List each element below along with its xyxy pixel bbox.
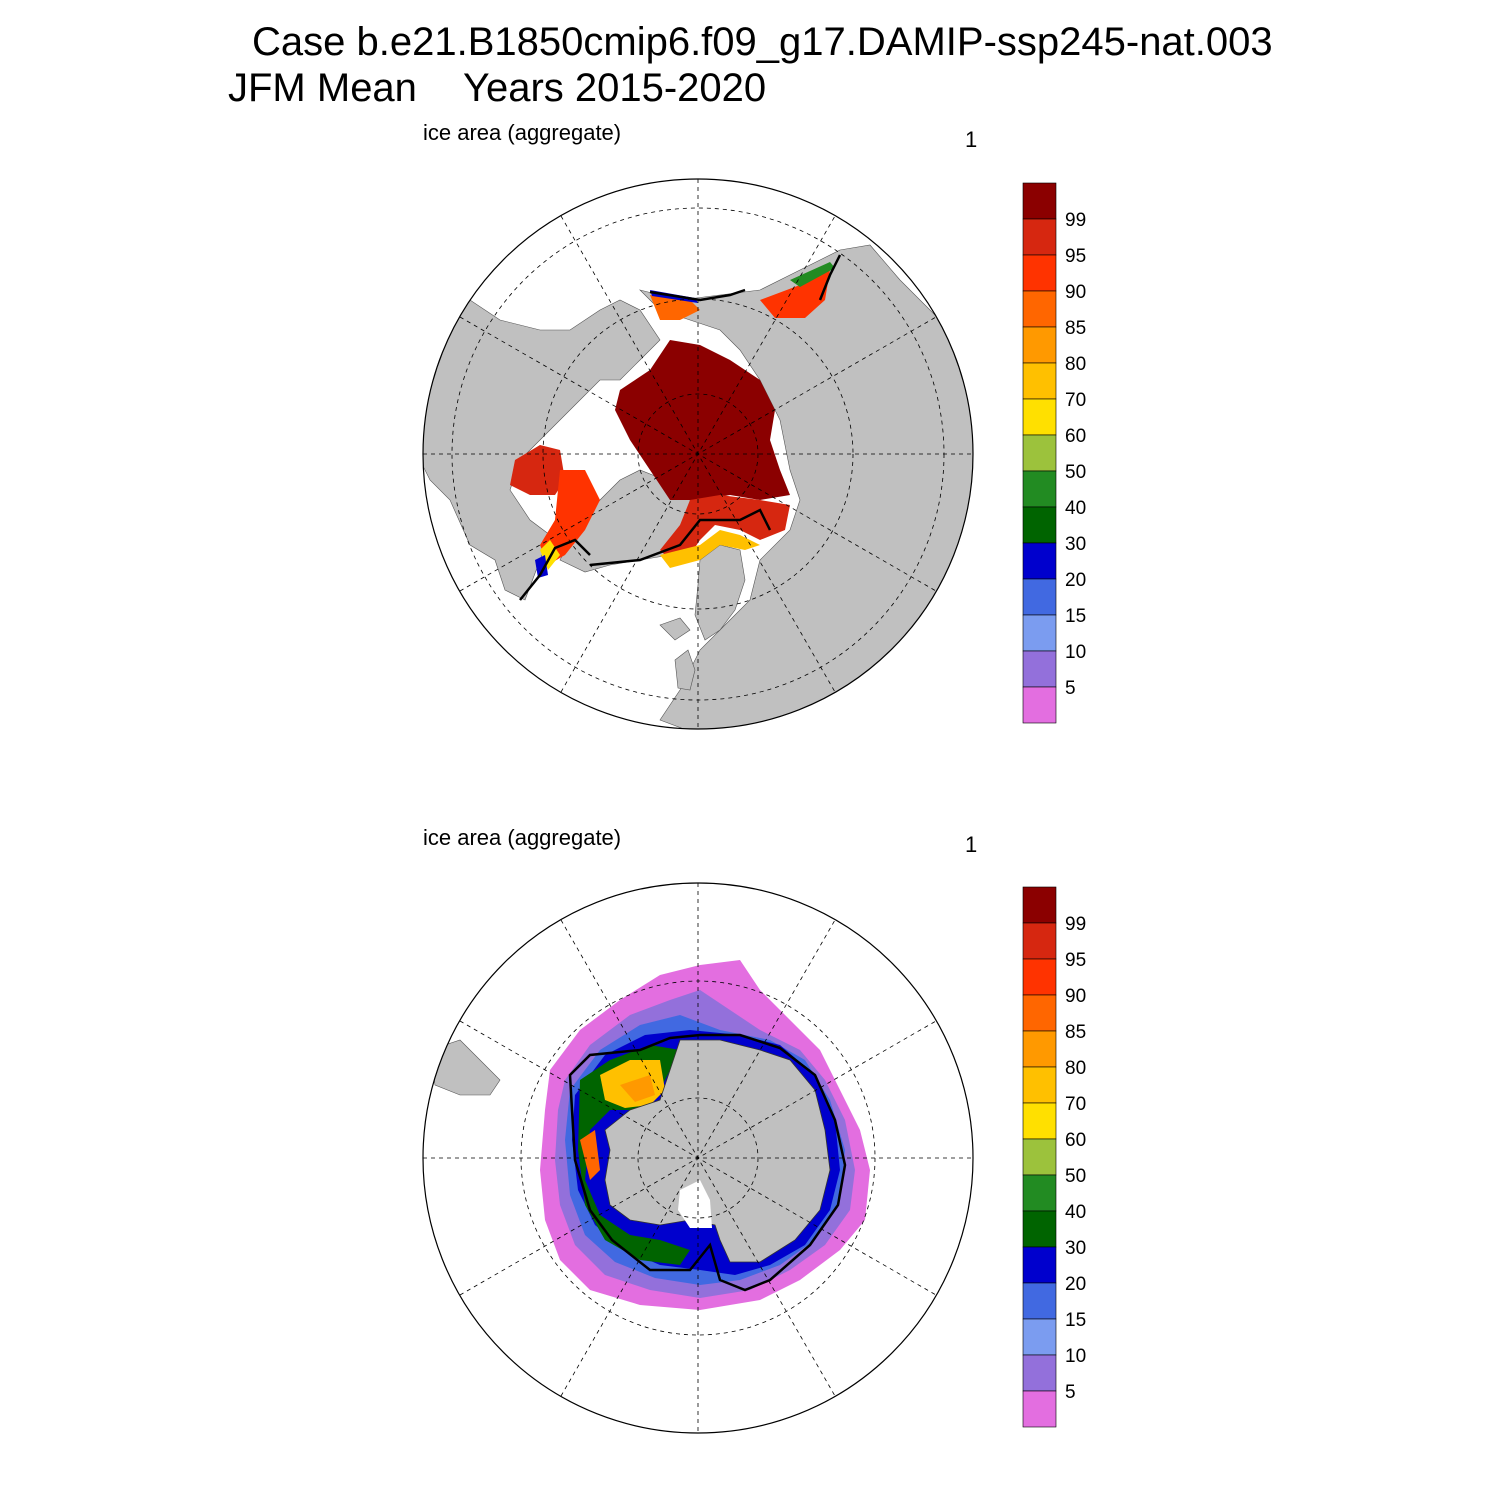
north-colorbar-swatch	[1022, 506, 1057, 544]
years-label: Years 2015-2020	[462, 66, 767, 110]
south-colorbar-label: 5	[1065, 1382, 1076, 1403]
south-colorbar-label: 30	[1065, 1238, 1086, 1259]
scandinavia-land	[694, 544, 746, 641]
south-colorbar-swatch	[1022, 1138, 1057, 1176]
north-colorbar-swatch	[1022, 290, 1057, 328]
north-colorbar-swatch	[1022, 650, 1057, 688]
plot-title-period: JFM Mean Years 2015-2020	[228, 66, 766, 110]
south-america-land	[429, 1039, 501, 1096]
south-colorbar-label: 80	[1065, 1058, 1086, 1079]
south-colorbar-label: 85	[1065, 1022, 1086, 1043]
labrador-ice-margin	[535, 555, 548, 578]
arctic-ice-core	[615, 340, 790, 500]
south-colorbar-label: 90	[1065, 986, 1086, 1007]
south-colorbar-swatch	[1022, 1066, 1057, 1104]
south-colorbar-swatch	[1022, 1354, 1057, 1392]
labrador-sea-ice	[540, 470, 600, 565]
north-colorbar-label: 10	[1065, 642, 1086, 663]
south-colorbar-swatch	[1022, 1030, 1057, 1068]
north-america-land	[423, 299, 661, 601]
north-colorbar-swatch	[1022, 362, 1057, 400]
north-colorbar-swatch	[1022, 326, 1057, 364]
north-panel-variable-label: ice area (aggregate)	[423, 120, 622, 145]
iceland-land	[659, 617, 691, 641]
south-colorbar-swatch	[1022, 1174, 1057, 1212]
south-colorbar-label: 70	[1065, 1094, 1086, 1115]
plot-title-case: Case b.e21.B1850cmip6.f09_g17.DAMIP-ssp2…	[252, 20, 1273, 64]
north-colorbar-label: 90	[1065, 282, 1086, 303]
north-colorbar-label: 70	[1065, 390, 1086, 411]
ross-ice-shelf	[678, 1180, 712, 1228]
south-colorbar-label: 60	[1065, 1130, 1086, 1151]
south-colorbar-label: 10	[1065, 1346, 1086, 1367]
south-colorbar-label: 50	[1065, 1166, 1086, 1187]
south-colorbar: 99 95 90 85 80 70 60 50 40 30 20 15 10 5	[1022, 886, 1086, 1428]
north-colorbar-label: 80	[1065, 354, 1086, 375]
north-colorbar-swatch	[1022, 614, 1057, 652]
eurasia-land	[639, 244, 973, 729]
south-colorbar-swatch	[1022, 1390, 1057, 1428]
south-colorbar-swatch	[1022, 1318, 1057, 1356]
north-panel-right-label: 1	[965, 127, 978, 152]
north-colorbar-swatch	[1022, 686, 1057, 724]
antarctica-land	[604, 1039, 831, 1263]
okhotsk-sea-ice	[760, 270, 830, 318]
south-colorbar-swatch	[1022, 1246, 1057, 1284]
period-label: JFM Mean	[228, 66, 417, 110]
weddell-sea-core	[620, 1075, 655, 1102]
north-colorbar-label: 15	[1065, 606, 1086, 627]
north-colorbar-swatch	[1022, 578, 1057, 616]
north-colorbar-label: 20	[1065, 570, 1086, 591]
south-colorbar-label: 40	[1065, 1202, 1086, 1223]
hudson-bay-ice	[510, 445, 565, 495]
south-colorbar-swatch	[1022, 1282, 1057, 1320]
north-colorbar-label: 99	[1065, 210, 1086, 231]
antarctic-observed-ice-edge	[568, 1033, 847, 1292]
south-panel-right-label: 1	[965, 832, 978, 857]
barents-ice-edge	[660, 530, 760, 568]
north-colorbar-label: 5	[1065, 678, 1076, 699]
south-colorbar-swatch	[1022, 922, 1057, 960]
peninsula-ice	[580, 1130, 600, 1180]
north-colorbar-label: 50	[1065, 462, 1086, 483]
south-colorbar-label: 20	[1065, 1274, 1086, 1295]
arctic-observed-ice-edge	[519, 254, 842, 601]
north-colorbar-swatch	[1022, 182, 1057, 220]
north-colorbar-label: 85	[1065, 318, 1086, 339]
south-panel-variable-label: ice area (aggregate)	[423, 825, 622, 850]
north-colorbar-label: 60	[1065, 426, 1086, 447]
north-colorbar-swatch	[1022, 434, 1057, 472]
south-colorbar-label: 99	[1065, 914, 1086, 935]
arctic-graticule	[423, 179, 973, 729]
north-colorbar-label: 30	[1065, 534, 1086, 555]
south-colorbar-label: 95	[1065, 950, 1086, 971]
south-colorbar-label: 15	[1065, 1310, 1086, 1331]
south-colorbar-swatch	[1022, 994, 1057, 1032]
antarctic-map-border	[422, 882, 974, 1434]
north-colorbar-swatch	[1022, 218, 1057, 256]
antarctic-map	[422, 882, 974, 1434]
south-colorbar-swatch	[1022, 886, 1057, 924]
north-colorbar-label: 40	[1065, 498, 1086, 519]
north-colorbar-swatch	[1022, 470, 1057, 508]
arctic-map-border	[422, 178, 974, 730]
okhotsk-ice-edge	[790, 262, 835, 287]
north-colorbar-swatch	[1022, 542, 1057, 580]
north-colorbar-swatch	[1022, 254, 1057, 292]
arctic-map	[422, 178, 974, 730]
antarctic-graticule	[423, 883, 973, 1433]
south-colorbar-swatch	[1022, 958, 1057, 996]
south-colorbar-swatch	[1022, 1210, 1057, 1248]
north-colorbar-swatch	[1022, 398, 1057, 436]
north-colorbar-label: 95	[1065, 246, 1086, 267]
north-colorbar: 99 95 90 85 80 70 60 50 40 30 20 15 10 5	[1022, 182, 1086, 724]
south-colorbar-swatch	[1022, 1102, 1057, 1140]
british-isles-land	[674, 649, 696, 691]
